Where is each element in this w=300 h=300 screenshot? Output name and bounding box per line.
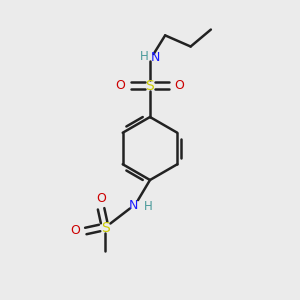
Text: O: O (96, 191, 106, 205)
Text: O: O (175, 79, 184, 92)
Text: N: N (129, 199, 138, 212)
Text: O: O (70, 224, 80, 238)
Text: H: H (140, 50, 148, 63)
Text: S: S (146, 79, 154, 92)
Text: H: H (143, 200, 152, 214)
Text: O: O (116, 79, 125, 92)
Text: N: N (151, 50, 160, 64)
Text: S: S (100, 221, 109, 235)
